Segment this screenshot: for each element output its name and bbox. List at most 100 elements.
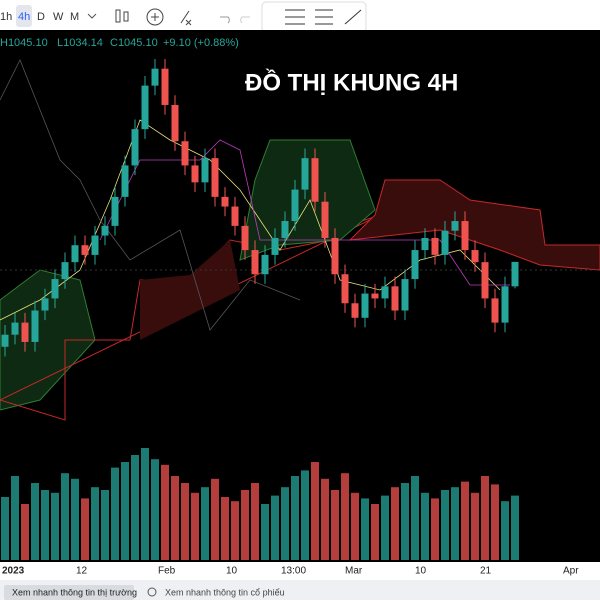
candle-body bbox=[261, 254, 269, 275]
volume-bar bbox=[451, 487, 459, 560]
volume-bar bbox=[161, 464, 169, 560]
volume-bar bbox=[11, 476, 19, 560]
candle-body bbox=[481, 262, 489, 299]
candle-body bbox=[321, 201, 329, 238]
candle-body bbox=[161, 68, 169, 105]
tool-icon[interactable] bbox=[315, 9, 333, 25]
drawing-toolbar bbox=[261, 1, 367, 33]
interval-button[interactable]: W bbox=[53, 11, 64, 23]
candle-body bbox=[251, 250, 259, 275]
volume-bar bbox=[431, 498, 439, 560]
candle-body bbox=[461, 221, 469, 251]
ohlc-change: +9.10 (+0.88%) bbox=[163, 37, 239, 49]
volume-bar bbox=[271, 495, 279, 560]
volume-bar bbox=[91, 487, 99, 560]
stock-search[interactable]: Xem nhanh thông tin cổ phiếu bbox=[165, 587, 285, 597]
dropdown-icon[interactable] bbox=[87, 13, 97, 19]
x-tick-label: Mar bbox=[345, 566, 363, 577]
tool-icon[interactable] bbox=[285, 9, 305, 25]
indicator-icon[interactable] bbox=[146, 8, 164, 26]
series bbox=[1, 59, 519, 560]
volume-bar bbox=[421, 492, 429, 560]
ichimoku-cloud bbox=[0, 59, 600, 421]
volume-bar bbox=[351, 492, 359, 560]
candle-body bbox=[31, 310, 39, 342]
volume-bar bbox=[21, 504, 29, 560]
volume-bar bbox=[1, 497, 9, 560]
candle-body bbox=[11, 322, 19, 335]
candle-body bbox=[121, 165, 129, 197]
x-axis bbox=[0, 562, 600, 580]
volume-bar bbox=[331, 490, 339, 560]
volume-bar bbox=[461, 481, 469, 560]
tool-icon[interactable] bbox=[344, 9, 362, 25]
candle-body bbox=[81, 245, 89, 255]
candle-body bbox=[41, 298, 49, 311]
volume-bar bbox=[61, 473, 69, 560]
undo-icon[interactable] bbox=[220, 16, 230, 24]
volume-bar bbox=[401, 483, 409, 560]
chart-title: ĐỒ THỊ KHUNG 4H bbox=[245, 68, 458, 96]
candle-body bbox=[171, 104, 179, 142]
search-icon bbox=[147, 587, 157, 597]
candle-body bbox=[451, 221, 459, 231]
candle-body bbox=[61, 262, 69, 280]
draw-icon[interactable] bbox=[180, 10, 192, 26]
volume-bar bbox=[201, 487, 209, 560]
volume-bar bbox=[311, 462, 319, 560]
candle-body bbox=[231, 206, 239, 226]
candle-body bbox=[141, 85, 149, 130]
volume-bar bbox=[221, 497, 229, 560]
candle-body bbox=[51, 279, 59, 299]
candle-body bbox=[151, 68, 159, 86]
volume-bar bbox=[41, 490, 49, 560]
volume-bar bbox=[341, 473, 349, 560]
volume-bar bbox=[481, 476, 489, 560]
x-tick-label: 2023 bbox=[2, 566, 25, 577]
candle-body bbox=[201, 158, 209, 183]
volume-bar bbox=[121, 462, 129, 560]
redo-icon[interactable] bbox=[240, 16, 250, 24]
candle-body bbox=[361, 293, 369, 318]
volume-bar bbox=[81, 498, 89, 560]
active-interval-bg bbox=[16, 5, 32, 27]
candle-body bbox=[431, 237, 439, 255]
candle-body bbox=[511, 261, 519, 287]
candle-body bbox=[271, 237, 279, 255]
volume-bar bbox=[471, 492, 479, 560]
toolbar-icons bbox=[115, 8, 250, 26]
candle-body bbox=[391, 286, 399, 311]
x-tick-label: 10 bbox=[415, 566, 427, 577]
candle-body bbox=[71, 245, 79, 263]
candle-body bbox=[181, 141, 189, 166]
volume-bar bbox=[261, 504, 269, 560]
candle-body bbox=[111, 196, 119, 226]
candle-body bbox=[191, 165, 199, 183]
interval-button[interactable]: M bbox=[70, 11, 79, 23]
volume-bar bbox=[321, 478, 329, 560]
interval-button[interactable]: D bbox=[37, 11, 45, 23]
ohlc-low: L1034.14 bbox=[57, 37, 103, 49]
volume-bar bbox=[381, 495, 389, 560]
volume-bar bbox=[371, 504, 379, 560]
volume-bar bbox=[111, 467, 119, 560]
candle-body bbox=[131, 129, 139, 166]
candle-body bbox=[281, 221, 289, 238]
candle-body bbox=[421, 237, 429, 251]
candle-icon[interactable] bbox=[115, 9, 121, 23]
candle-body bbox=[211, 158, 219, 197]
ohlc-close: C1045.10 bbox=[110, 37, 158, 49]
volume-bar bbox=[31, 483, 39, 560]
candle-body bbox=[291, 189, 299, 222]
market-button[interactable] bbox=[4, 585, 134, 600]
interval-button[interactable]: 4h bbox=[18, 11, 30, 23]
interval-button[interactable]: 1h bbox=[0, 11, 12, 23]
volume-bar bbox=[181, 483, 189, 560]
candle-body bbox=[411, 250, 419, 280]
chart-area bbox=[0, 30, 600, 562]
candle-body bbox=[241, 225, 249, 251]
x-tick-label: Feb bbox=[158, 566, 176, 577]
candle-icon[interactable] bbox=[123, 11, 129, 22]
volume-bar bbox=[291, 476, 299, 560]
market-button-label[interactable]: Xem nhanh thông tin thị trường bbox=[12, 587, 137, 597]
